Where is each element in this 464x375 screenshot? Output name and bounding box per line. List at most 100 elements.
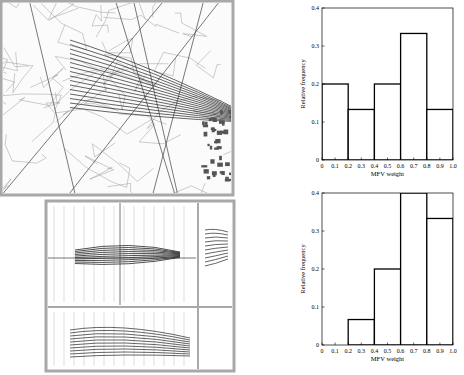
- x-tick-label: 1.0: [449, 348, 457, 354]
- map-contour: [103, 15, 179, 33]
- x-tick: [439, 158, 440, 161]
- grid-line: [74, 312, 75, 366]
- x-tick-label: 0.5: [384, 163, 392, 169]
- x-tick: [335, 343, 336, 346]
- grid-line: [144, 312, 145, 366]
- y-tick-label: 0: [316, 157, 319, 163]
- x-tick-label: 0.1: [331, 163, 339, 169]
- plume-line: [70, 90, 231, 120]
- x-tick: [426, 158, 427, 161]
- plume-section: [70, 343, 190, 348]
- y-axis-title: Relative frequency: [299, 59, 306, 109]
- town-block: [225, 177, 229, 181]
- histogram-bar: [348, 320, 374, 345]
- town-block: [229, 110, 231, 114]
- plume-section: [70, 352, 190, 354]
- x-tick: [374, 158, 375, 161]
- grid-line: [84, 312, 85, 366]
- map-road: [153, 3, 203, 193]
- y-tick-label: 0.2: [312, 81, 320, 87]
- map-contour: [3, 62, 29, 92]
- x-tick-label: 0.6: [397, 163, 405, 169]
- grid-line: [114, 312, 115, 366]
- histogram-bar: [401, 33, 427, 160]
- x-tick: [374, 343, 375, 346]
- plume-line: [70, 94, 231, 120]
- grid-line: [104, 312, 105, 366]
- histogram-bar: [348, 109, 374, 160]
- map-contour: [154, 52, 205, 76]
- map-contour: [92, 143, 153, 182]
- town-block: [229, 116, 231, 118]
- histogram-bar: [427, 109, 453, 160]
- y-tick-label: 0.4: [312, 190, 320, 196]
- x-tick-label: 1.0: [449, 163, 457, 169]
- plume-line: [70, 54, 231, 116]
- x-tick: [322, 343, 323, 346]
- plume-section: [205, 256, 228, 262]
- x-tick: [439, 343, 440, 346]
- grid-line: [134, 206, 135, 302]
- x-tick: [335, 158, 336, 161]
- y-tick: [322, 269, 325, 270]
- plot-frame: [322, 193, 453, 345]
- histogram-panel: 00.10.20.30.40.50.60.70.80.91.000.10.20.…: [299, 5, 457, 177]
- y-tick-label: 0.4: [312, 5, 320, 11]
- histogram-bar: [401, 193, 427, 345]
- x-tick: [348, 343, 349, 346]
- map-contour: [102, 38, 133, 53]
- map-contour: [65, 149, 130, 188]
- view-divider: [197, 203, 199, 369]
- x-tick-label: 0: [321, 163, 324, 169]
- town-block: [224, 130, 229, 135]
- map-road: [70, 3, 219, 193]
- y-tick: [322, 8, 325, 9]
- plume-section: [205, 229, 228, 232]
- grid-line: [184, 206, 185, 302]
- x-tick-label: 0.9: [436, 348, 444, 354]
- grid-line: [64, 206, 65, 302]
- town-block: [202, 121, 204, 125]
- x-tick: [400, 343, 401, 346]
- town-block: [204, 132, 208, 137]
- map-contour: [3, 44, 17, 71]
- town-block: [201, 165, 207, 167]
- y-tick: [322, 160, 325, 161]
- town-block: [219, 156, 222, 160]
- x-tick: [413, 158, 414, 161]
- town-block: [207, 176, 210, 179]
- map-contour: [57, 3, 115, 13]
- map-content: [3, 3, 231, 193]
- plume-section: [205, 233, 228, 235]
- x-tick-label: 0.7: [410, 163, 418, 169]
- x-tick-label: 0.3: [358, 163, 366, 169]
- town-block: [220, 171, 223, 173]
- map-contour: [55, 99, 114, 122]
- plume-section: [70, 330, 190, 340]
- three-view-frame: [46, 201, 234, 371]
- x-tick: [387, 158, 388, 161]
- town-block: [229, 179, 231, 181]
- map-contour: [3, 78, 63, 117]
- town-block: [204, 122, 207, 125]
- grid-line: [134, 312, 135, 366]
- x-tick-label: 0.4: [371, 348, 379, 354]
- town-block: [212, 129, 216, 131]
- map-contour: [108, 183, 159, 193]
- plot-frame: [322, 8, 453, 160]
- x-tick-label: 0.2: [344, 348, 352, 354]
- plume-section: [70, 349, 190, 352]
- y-axis-title: Relative frequency: [299, 244, 306, 294]
- town-block: [213, 118, 217, 122]
- map-contour: [3, 52, 8, 96]
- x-tick: [453, 158, 454, 161]
- y-tick: [322, 193, 325, 194]
- y-tick: [322, 345, 325, 346]
- grid-line: [124, 312, 125, 366]
- plume-section: [205, 259, 228, 266]
- y-tick-label: 0.2: [312, 266, 320, 272]
- histogram-panel: 00.10.20.30.40.50.60.70.80.91.000.10.20.…: [299, 190, 457, 362]
- grid-line: [64, 312, 65, 366]
- y-tick: [322, 122, 325, 123]
- town-block: [217, 146, 222, 149]
